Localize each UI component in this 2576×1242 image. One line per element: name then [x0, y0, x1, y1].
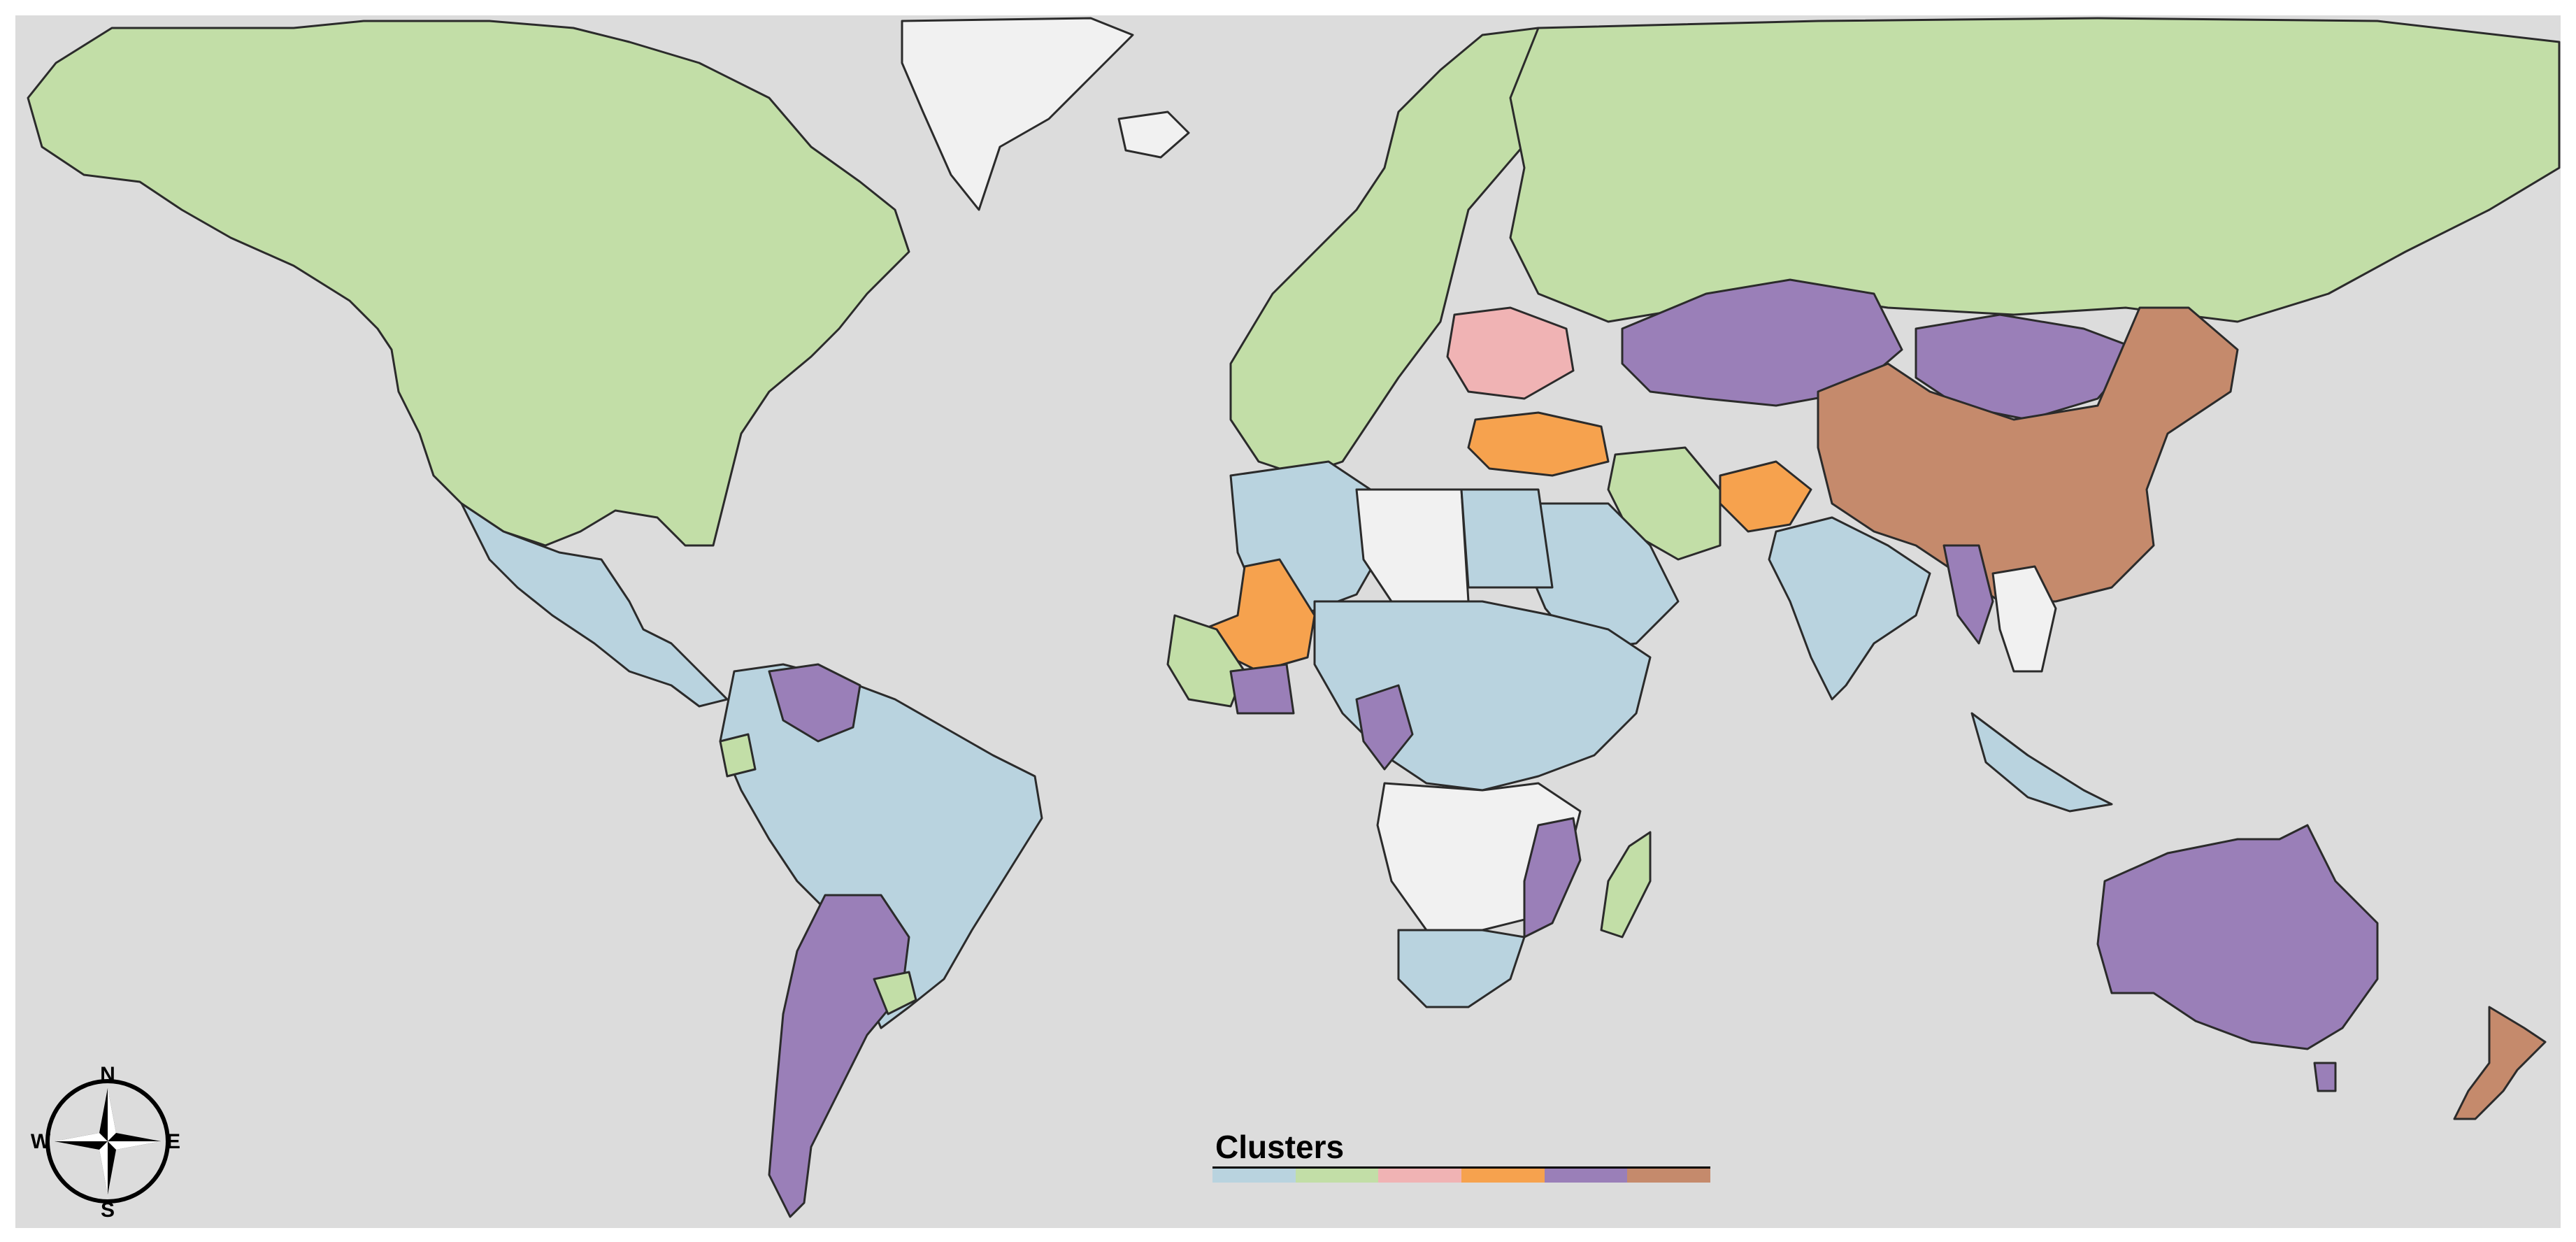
country-mozambique: [1523, 817, 1582, 938]
country-tasmania: [2313, 1062, 2337, 1092]
country-china: [1817, 306, 2239, 603]
country-egypt: [1460, 488, 1554, 589]
country-ecuador: [719, 733, 757, 778]
legend-title: Clusters: [1215, 1129, 1345, 1165]
compass-rose: N S E W: [31, 1063, 185, 1222]
country-venezuela: [768, 663, 861, 743]
country-mongolia: [1915, 313, 2141, 421]
country-madagascar: [1600, 831, 1652, 938]
compass-west-label: W: [31, 1130, 51, 1153]
country-uruguay: [873, 971, 917, 1015]
legend-swatch-2: [1295, 1169, 1379, 1183]
legend-swatch-3: [1378, 1169, 1462, 1183]
country-myanmar: [1942, 544, 1994, 645]
country-india: [1768, 516, 1931, 701]
country-south-africa: [1397, 929, 1526, 1008]
country-brazil-region: [719, 663, 1043, 1029]
legend-swatch-1: [1212, 1169, 1296, 1183]
legend-swatch-4: [1461, 1169, 1545, 1183]
legend-swatch-5: [1544, 1169, 1628, 1183]
country-russia: [1509, 17, 2561, 323]
country-new-zealand: [2453, 1006, 2547, 1120]
country-argentina: [768, 894, 910, 1218]
country-turkey: [1467, 411, 1610, 477]
country-southeast-asia: [1991, 565, 2057, 673]
country-west-africa: [1166, 614, 1246, 708]
legend-color-bar: [1212, 1166, 1711, 1183]
compass-north-label: N: [100, 1064, 115, 1086]
compass-south-label: S: [101, 1199, 115, 1218]
country-ghana: [1229, 663, 1295, 715]
compass-east-label: E: [166, 1130, 180, 1153]
country-australia: [2096, 824, 2379, 1050]
country-usa-canada: [27, 20, 910, 547]
country-iceland: [1117, 110, 1190, 159]
legend-swatch-6: [1627, 1169, 1711, 1183]
country-greenland: [901, 17, 1134, 211]
compass-icon: N S E W: [31, 1063, 180, 1222]
clusters-legend: Clusters: [1212, 1127, 1711, 1183]
country-mexico: [460, 502, 729, 708]
country-ukraine: [1446, 306, 1575, 400]
country-indonesia: [1970, 712, 2113, 813]
country-cameroon: [1355, 684, 1414, 771]
